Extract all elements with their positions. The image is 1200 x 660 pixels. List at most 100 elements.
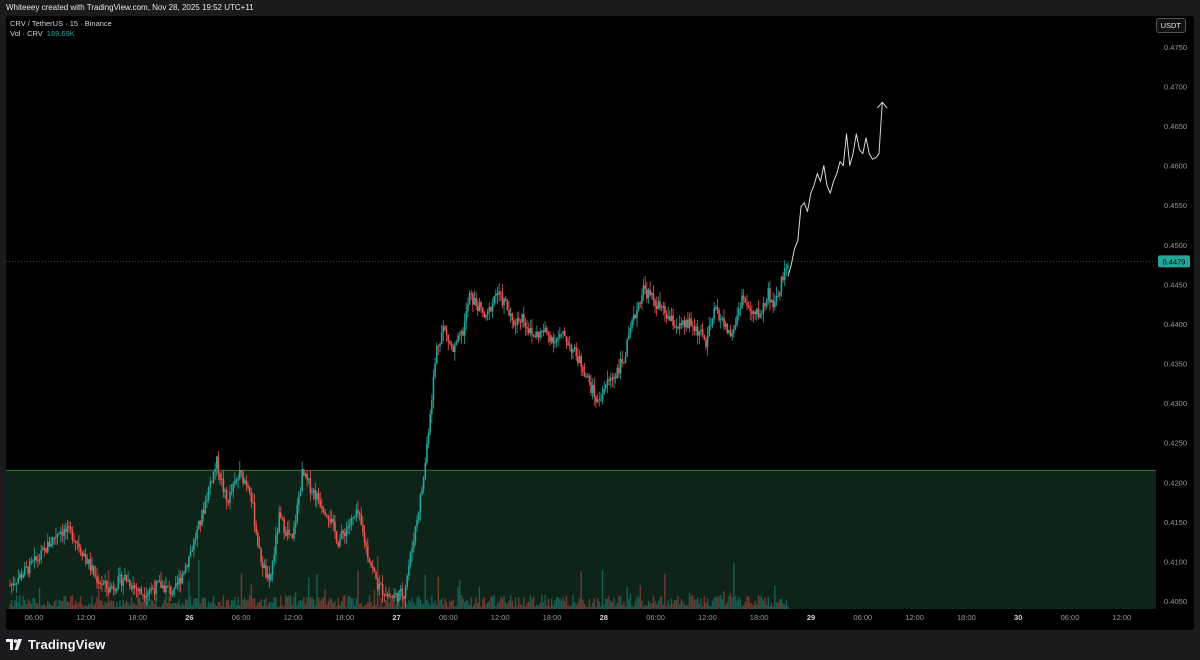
volume-bar — [432, 603, 435, 609]
volume-bar — [15, 595, 18, 609]
volume-bar — [293, 596, 295, 609]
volume-bar — [761, 597, 763, 609]
volume-bar — [237, 596, 239, 609]
candle-body — [506, 300, 509, 310]
candle-body — [335, 531, 338, 543]
chart-caption: Whiteeey created with TradingView.com, N… — [6, 3, 254, 12]
volume-bar — [450, 600, 453, 609]
volume-bar — [317, 597, 320, 609]
candle-body — [166, 585, 169, 587]
candle-body — [76, 541, 79, 544]
candle-body — [367, 546, 369, 558]
time-tick-label: 12:00 — [491, 613, 510, 622]
candle-body — [294, 522, 297, 528]
candle-body — [202, 509, 205, 514]
candlestick-chart[interactable]: 0.4050 0.4100 0.4150 0.4200 0.4250 0.4300 0.43… — [6, 16, 1194, 630]
chart-panel[interactable]: 0.4050 0.4100 0.4150 0.4200 0.4250 0.4300 0.43… — [6, 16, 1194, 630]
volume-bar — [248, 595, 251, 609]
volume-bar — [66, 601, 69, 609]
volume-bar — [539, 603, 541, 609]
candle-body — [616, 367, 619, 378]
candle-body — [642, 285, 645, 296]
candle-body — [309, 478, 312, 493]
volume-bar — [546, 605, 548, 609]
volume-bar — [289, 595, 292, 609]
volume-bar — [115, 601, 118, 609]
volume-bar — [263, 599, 266, 609]
volume-bar — [353, 605, 356, 609]
candle-body — [160, 581, 162, 588]
volume-bar — [196, 598, 198, 609]
volume-bar — [119, 600, 121, 609]
volume-bar — [639, 585, 641, 609]
volume-bar — [275, 597, 277, 609]
candle-body — [378, 583, 381, 590]
volume-bar — [388, 602, 390, 609]
volume-bar — [88, 603, 90, 609]
candle-body — [582, 366, 584, 373]
candle-body — [414, 526, 417, 543]
price-tick-label: 0.4700 — [1164, 82, 1187, 91]
currency-button[interactable]: USDT — [1155, 18, 1186, 33]
volume-bar — [621, 604, 623, 609]
volume-bar — [255, 605, 257, 609]
volume-bar — [301, 601, 303, 609]
candle-body — [83, 553, 85, 557]
volume-bar — [752, 605, 755, 609]
candle-body — [137, 589, 139, 592]
candle-body — [145, 596, 148, 598]
volume-bar — [125, 601, 128, 609]
volume-bar — [20, 605, 23, 609]
candle-body — [358, 513, 361, 515]
volume-bar — [288, 595, 290, 609]
candle-body — [783, 268, 786, 280]
volume-bar — [93, 605, 95, 609]
volume-bar — [363, 605, 366, 609]
volume-bar — [242, 599, 244, 609]
candle-body — [782, 276, 784, 280]
volume-bar — [444, 598, 446, 609]
volume-bar — [168, 595, 170, 609]
candle-body — [194, 538, 197, 540]
candle-body — [375, 571, 377, 580]
volume-bar — [626, 586, 628, 609]
volume-bar — [129, 605, 131, 609]
candle-body — [605, 384, 607, 389]
candle-body — [329, 519, 331, 523]
volume-bar — [700, 598, 702, 609]
volume-bar — [206, 606, 208, 609]
volume-bar — [478, 586, 481, 609]
volume-bar — [19, 595, 21, 609]
candle-body — [463, 321, 466, 336]
volume-bar — [537, 605, 540, 609]
candle-body — [432, 376, 435, 401]
candle-body — [504, 298, 507, 301]
volume-bar — [738, 596, 740, 609]
volume-bar — [181, 602, 184, 609]
candle-body — [516, 318, 518, 326]
volume-bar — [386, 595, 389, 609]
volume-bar — [345, 606, 348, 609]
volume-bar — [143, 598, 146, 609]
volume-bar — [504, 602, 507, 609]
axis-layer: 0.4050 0.4100 0.4150 0.4200 0.4250 0.4300 0.43… — [6, 16, 1194, 630]
candle-body — [330, 519, 333, 523]
candle-body — [762, 303, 765, 314]
candle-body — [46, 541, 49, 553]
volume-bar — [649, 603, 651, 609]
volume-bar — [598, 601, 600, 609]
candle-body — [232, 483, 235, 492]
candle-body — [355, 509, 358, 517]
time-tick-label: 06:00 — [25, 613, 44, 622]
volume-bar — [659, 597, 661, 609]
volume-bar — [531, 598, 533, 609]
candle-body — [373, 567, 376, 572]
candle-body — [50, 543, 52, 547]
volume-bar — [595, 606, 597, 609]
candle-body — [747, 305, 750, 308]
volume-bar — [106, 602, 108, 609]
volume-bar — [24, 599, 26, 609]
candle-body — [675, 326, 678, 328]
time-tick-label: 18:00 — [335, 613, 354, 622]
candle-body — [739, 308, 742, 310]
